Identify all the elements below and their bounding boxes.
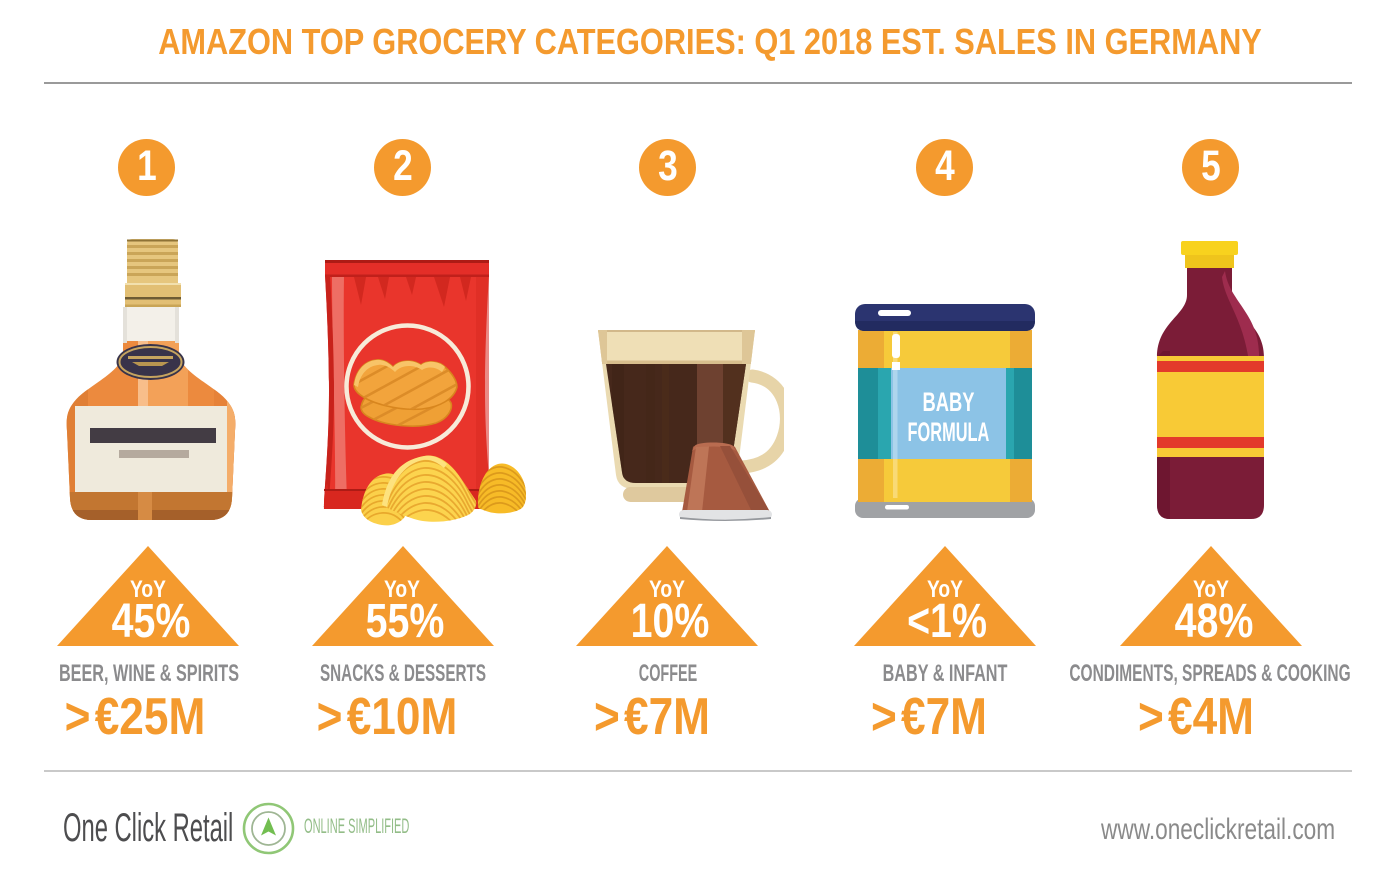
svg-text:BABY: BABY — [922, 386, 974, 416]
svg-text:FORMULA: FORMULA — [908, 417, 990, 447]
